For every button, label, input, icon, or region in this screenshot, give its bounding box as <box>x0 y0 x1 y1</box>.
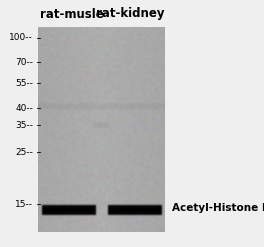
Text: rat-kidney: rat-kidney <box>96 7 164 21</box>
Text: 15--: 15-- <box>15 200 33 208</box>
Text: 25--: 25-- <box>15 147 33 157</box>
Text: 35--: 35-- <box>15 121 33 129</box>
Text: 40--: 40-- <box>15 103 33 112</box>
Text: Acetyl-Histone H3 (K9): Acetyl-Histone H3 (K9) <box>172 203 264 213</box>
Text: 100--: 100-- <box>9 34 33 42</box>
Text: 55--: 55-- <box>15 79 33 87</box>
Text: 70--: 70-- <box>15 58 33 66</box>
Text: rat-musle: rat-musle <box>40 7 104 21</box>
